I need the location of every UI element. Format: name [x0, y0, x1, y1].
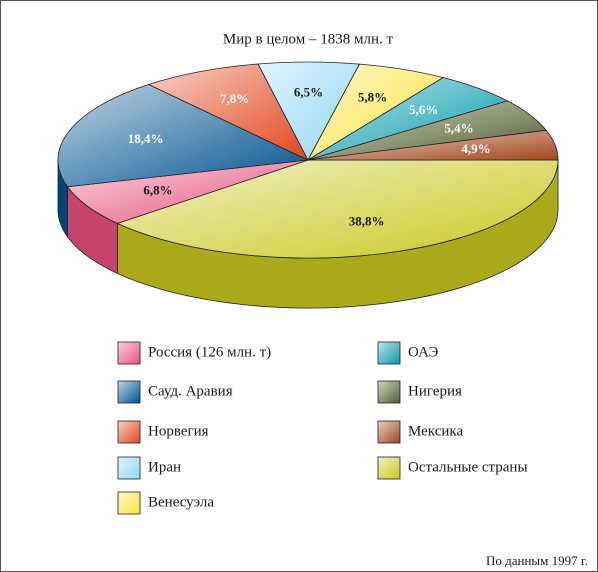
data-label: 6,8% [143, 182, 172, 197]
data-label: 6,5% [294, 84, 323, 99]
legend-label: Норвегия [148, 423, 209, 439]
legend-swatch [377, 456, 401, 480]
legend-swatch [117, 491, 141, 515]
data-label: 38,8% [349, 214, 385, 229]
legend-label: Остальные страны [408, 459, 528, 475]
legend-label: Венесуэла [148, 494, 214, 510]
pie-slice [116, 159, 559, 259]
legend-label: Иран [148, 459, 181, 475]
data-label: 4,9% [461, 141, 490, 156]
data-label: 5,4% [444, 120, 473, 135]
pie-slice [57, 84, 310, 188]
legend-swatch [377, 420, 401, 444]
chart-title: Мир в целом – 1838 млн. т [223, 31, 394, 47]
legend-swatch [117, 420, 141, 444]
data-label: 5,6% [409, 102, 438, 117]
legend-swatch [377, 380, 401, 404]
legend-label: ОАЭ [408, 344, 439, 360]
note: По данным 1997 г. [486, 553, 588, 568]
legend-label: Россия (126 млн. т) [148, 344, 271, 360]
legend-label: Мексика [408, 423, 463, 439]
legend-label: Сауд. Аравия [148, 383, 233, 399]
pie-slice [147, 63, 309, 161]
legend-swatch [117, 456, 141, 480]
data-label: 18,4% [128, 131, 164, 146]
legend-swatch [117, 341, 141, 365]
data-label: 7,8% [220, 91, 249, 106]
legend-swatch [377, 341, 401, 365]
pie-slice [66, 159, 309, 224]
pie-slice [307, 129, 559, 161]
legend-label: Нигерия [408, 383, 462, 399]
data-label: 5,8% [358, 89, 387, 104]
legend-swatch [117, 380, 141, 404]
